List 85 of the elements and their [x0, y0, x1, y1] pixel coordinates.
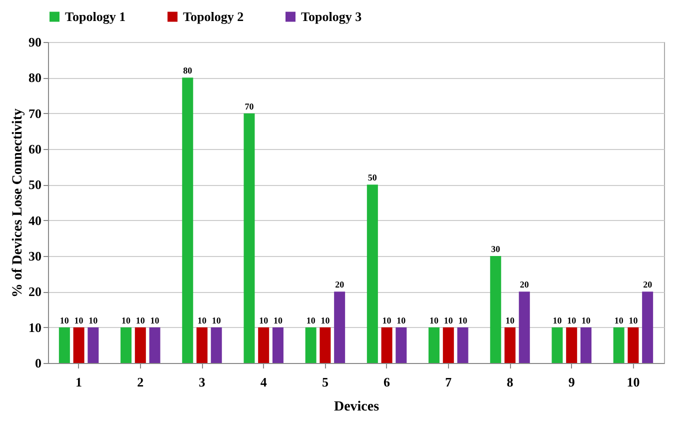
bar	[457, 327, 468, 363]
x-tick-label: 1	[76, 374, 82, 390]
bar	[613, 327, 624, 363]
bar	[210, 327, 222, 363]
data-label: 10	[60, 315, 70, 326]
x-tick-label: 6	[384, 374, 391, 390]
bar	[272, 327, 284, 363]
legend-label: Topology 1	[65, 8, 126, 24]
data-label: 10	[430, 315, 440, 326]
bar	[396, 327, 407, 363]
data-label: 10	[74, 315, 84, 326]
y-tick-label: 80	[28, 70, 42, 86]
data-label: 20	[335, 280, 345, 290]
data-label: 20	[643, 280, 653, 290]
data-label: 10	[320, 315, 330, 326]
x-tick-label: 8	[506, 374, 514, 390]
data-label: 10	[122, 315, 132, 326]
x-tick-label: 5	[322, 374, 329, 390]
y-tick-label: 60	[28, 142, 42, 156]
data-label: 30	[491, 244, 501, 254]
y-tick-label: 90	[28, 34, 42, 50]
bar	[258, 327, 270, 363]
data-label: 50	[368, 172, 378, 183]
bar	[642, 292, 654, 363]
bar	[58, 327, 70, 363]
bar	[504, 327, 516, 363]
x-axis-title: Devices	[334, 400, 380, 414]
y-tick-label: 70	[28, 106, 42, 121]
bar	[442, 327, 454, 363]
bar	[518, 292, 530, 363]
y-tick-label: 40	[28, 212, 42, 228]
bar	[320, 327, 331, 363]
data-label: 10	[396, 315, 406, 326]
data-label: 70	[244, 101, 254, 112]
y-tick-label: 20	[28, 284, 42, 300]
bar	[566, 327, 578, 363]
bar	[73, 327, 84, 363]
data-label: 10	[614, 315, 624, 326]
y-tick-label: 10	[28, 320, 42, 335]
data-label: 10	[552, 315, 562, 326]
data-label: 10	[506, 315, 515, 326]
bar	[305, 327, 316, 363]
bar	[428, 327, 440, 363]
bar	[182, 78, 194, 363]
data-label: 10	[444, 315, 454, 326]
y-tick-label: 0	[35, 356, 42, 370]
data-label: 10	[382, 315, 392, 326]
legend-label: Topology 3	[301, 8, 362, 24]
data-label: 10	[198, 315, 207, 326]
data-label: 10	[150, 315, 160, 326]
x-tick-label: 3	[198, 374, 206, 390]
data-label: 10	[628, 315, 638, 326]
x-tick-label: 2	[137, 374, 144, 390]
bar	[244, 113, 255, 363]
legend-label: Topology 2	[183, 8, 244, 24]
bar	[196, 327, 208, 363]
x-tick-label: 4	[260, 374, 268, 390]
y-axis-title: % of Devices Lose Connectivity	[10, 108, 26, 298]
data-label: 10	[581, 315, 591, 326]
bar	[552, 327, 563, 363]
data-label: 20	[520, 280, 530, 290]
data-label: 10	[306, 315, 316, 326]
bar	[366, 184, 378, 363]
bar	[381, 327, 392, 363]
data-label: 10	[88, 315, 98, 326]
data-label: 80	[183, 66, 193, 76]
bar	[628, 327, 639, 363]
y-tick-label: 50	[28, 177, 42, 192]
data-label: 10	[273, 315, 283, 326]
data-label: 10	[259, 315, 269, 326]
data-label: 10	[136, 315, 146, 326]
x-tick-label: 9	[568, 374, 576, 390]
data-label: 10	[458, 315, 468, 326]
x-tick-label: 10	[626, 374, 640, 390]
x-tick-label: 7	[445, 374, 452, 390]
bar	[120, 327, 132, 363]
data-label: 10	[212, 315, 222, 326]
y-tick-label: 30	[28, 248, 42, 264]
bar	[134, 327, 146, 363]
data-label: 10	[567, 315, 577, 326]
bar	[490, 256, 502, 363]
bar	[88, 327, 99, 363]
bar	[334, 292, 346, 363]
bar	[149, 327, 160, 363]
bar	[580, 327, 592, 363]
